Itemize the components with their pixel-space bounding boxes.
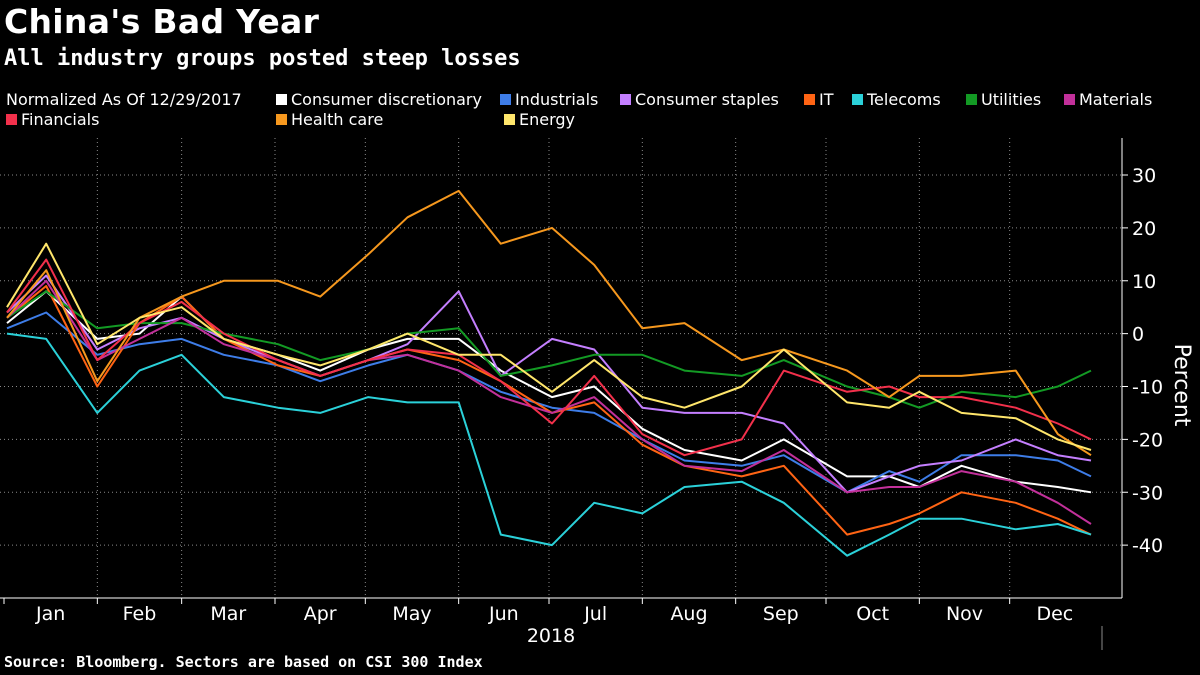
- legend-item-utilities: Utilities: [966, 90, 1041, 109]
- y-tick-label: 0: [1132, 324, 1144, 346]
- legend-swatch: [620, 94, 631, 105]
- x-tick-label: Jul: [583, 603, 607, 625]
- legend: Normalized As Of 12/29/2017 Consumer dis…: [6, 90, 1196, 134]
- chart-title: China's Bad Year: [4, 2, 320, 41]
- legend-label: Health care: [291, 110, 384, 129]
- legend-item-consumer-staples: Consumer staples: [620, 90, 779, 109]
- legend-item-health-care: Health care: [276, 110, 383, 129]
- y-axis-label: Percent: [1169, 344, 1194, 427]
- legend-swatch: [276, 114, 287, 125]
- x-tick-label: Nov: [946, 603, 983, 625]
- legend-item-it: IT: [804, 90, 834, 109]
- legend-swatch: [852, 94, 863, 105]
- legend-swatch: [504, 114, 515, 125]
- gridlines: [0, 138, 1122, 598]
- x-tick-label: Oct: [856, 603, 889, 625]
- series-line-health-care: [6, 189, 1092, 457]
- series-line-materials: [6, 279, 1092, 525]
- year-label: 2018: [527, 625, 575, 647]
- legend-swatch: [966, 94, 977, 105]
- source-note: Source: Bloomberg. Sectors are based on …: [4, 653, 483, 671]
- legend-item-financials: Financials: [6, 110, 99, 129]
- legend-label: Consumer staples: [635, 90, 779, 109]
- series-lines: [6, 189, 1092, 557]
- x-tick-label: Aug: [670, 603, 707, 625]
- series-line-industrials: [6, 311, 1092, 494]
- y-tick-label: 10: [1132, 271, 1156, 293]
- legend-label: Consumer discretionary: [291, 90, 482, 109]
- legend-label: Materials: [1079, 90, 1153, 109]
- line-chart: Jan Feb Mar Apr May Jun Jul Aug Sep Oct Nov Dec 2018…: [0, 138, 1194, 650]
- legend-label: Energy: [519, 110, 576, 129]
- series-line-utilities: [6, 290, 1092, 409]
- legend-swatch: [500, 94, 511, 105]
- legend-label: Telecoms: [867, 90, 941, 109]
- legend-item-industrials: Industrials: [500, 90, 598, 109]
- legend-title: Normalized As Of 12/29/2017: [6, 90, 242, 109]
- legend-label: IT: [819, 90, 834, 109]
- x-tick-label: Mar: [210, 603, 246, 625]
- y-tick-label: -40: [1132, 535, 1163, 557]
- x-tick-label: Apr: [304, 603, 337, 625]
- x-tick-label: Jan: [35, 603, 65, 625]
- x-tick-label: Feb: [123, 603, 157, 625]
- legend-item-energy: Energy: [504, 110, 575, 129]
- chart-subtitle: All industry groups posted steep losses: [4, 46, 521, 71]
- y-tick-label: -30: [1132, 482, 1163, 504]
- x-tick-label: May: [392, 603, 431, 625]
- legend-swatch: [1064, 94, 1075, 105]
- series-line-financials: [6, 258, 1092, 457]
- series-line-telecoms: [6, 332, 1092, 557]
- x-tick-label: Jun: [488, 603, 519, 625]
- legend-swatch: [276, 94, 287, 105]
- legend-label: Financials: [21, 110, 100, 129]
- y-tick-label: 30: [1132, 165, 1156, 187]
- y-tick-label: -10: [1132, 377, 1163, 399]
- legend-swatch: [804, 94, 815, 105]
- legend-item-materials: Materials: [1064, 90, 1152, 109]
- y-tick-label: -20: [1132, 429, 1163, 451]
- legend-item-telecoms: Telecoms: [852, 90, 941, 109]
- y-tick-label: 20: [1132, 218, 1156, 240]
- axes: Jan Feb Mar Apr May Jun Jul Aug Sep Oct Nov Dec 2018…: [0, 138, 1194, 650]
- series-line-energy: [6, 242, 1092, 451]
- legend-swatch: [6, 114, 17, 125]
- legend-label: Utilities: [981, 90, 1042, 109]
- legend-label: Industrials: [515, 90, 599, 109]
- legend-item-consumer-discretionary: Consumer discretionary: [276, 90, 482, 109]
- x-tick-label: Dec: [1036, 603, 1073, 625]
- x-tick-label: Sep: [763, 603, 799, 625]
